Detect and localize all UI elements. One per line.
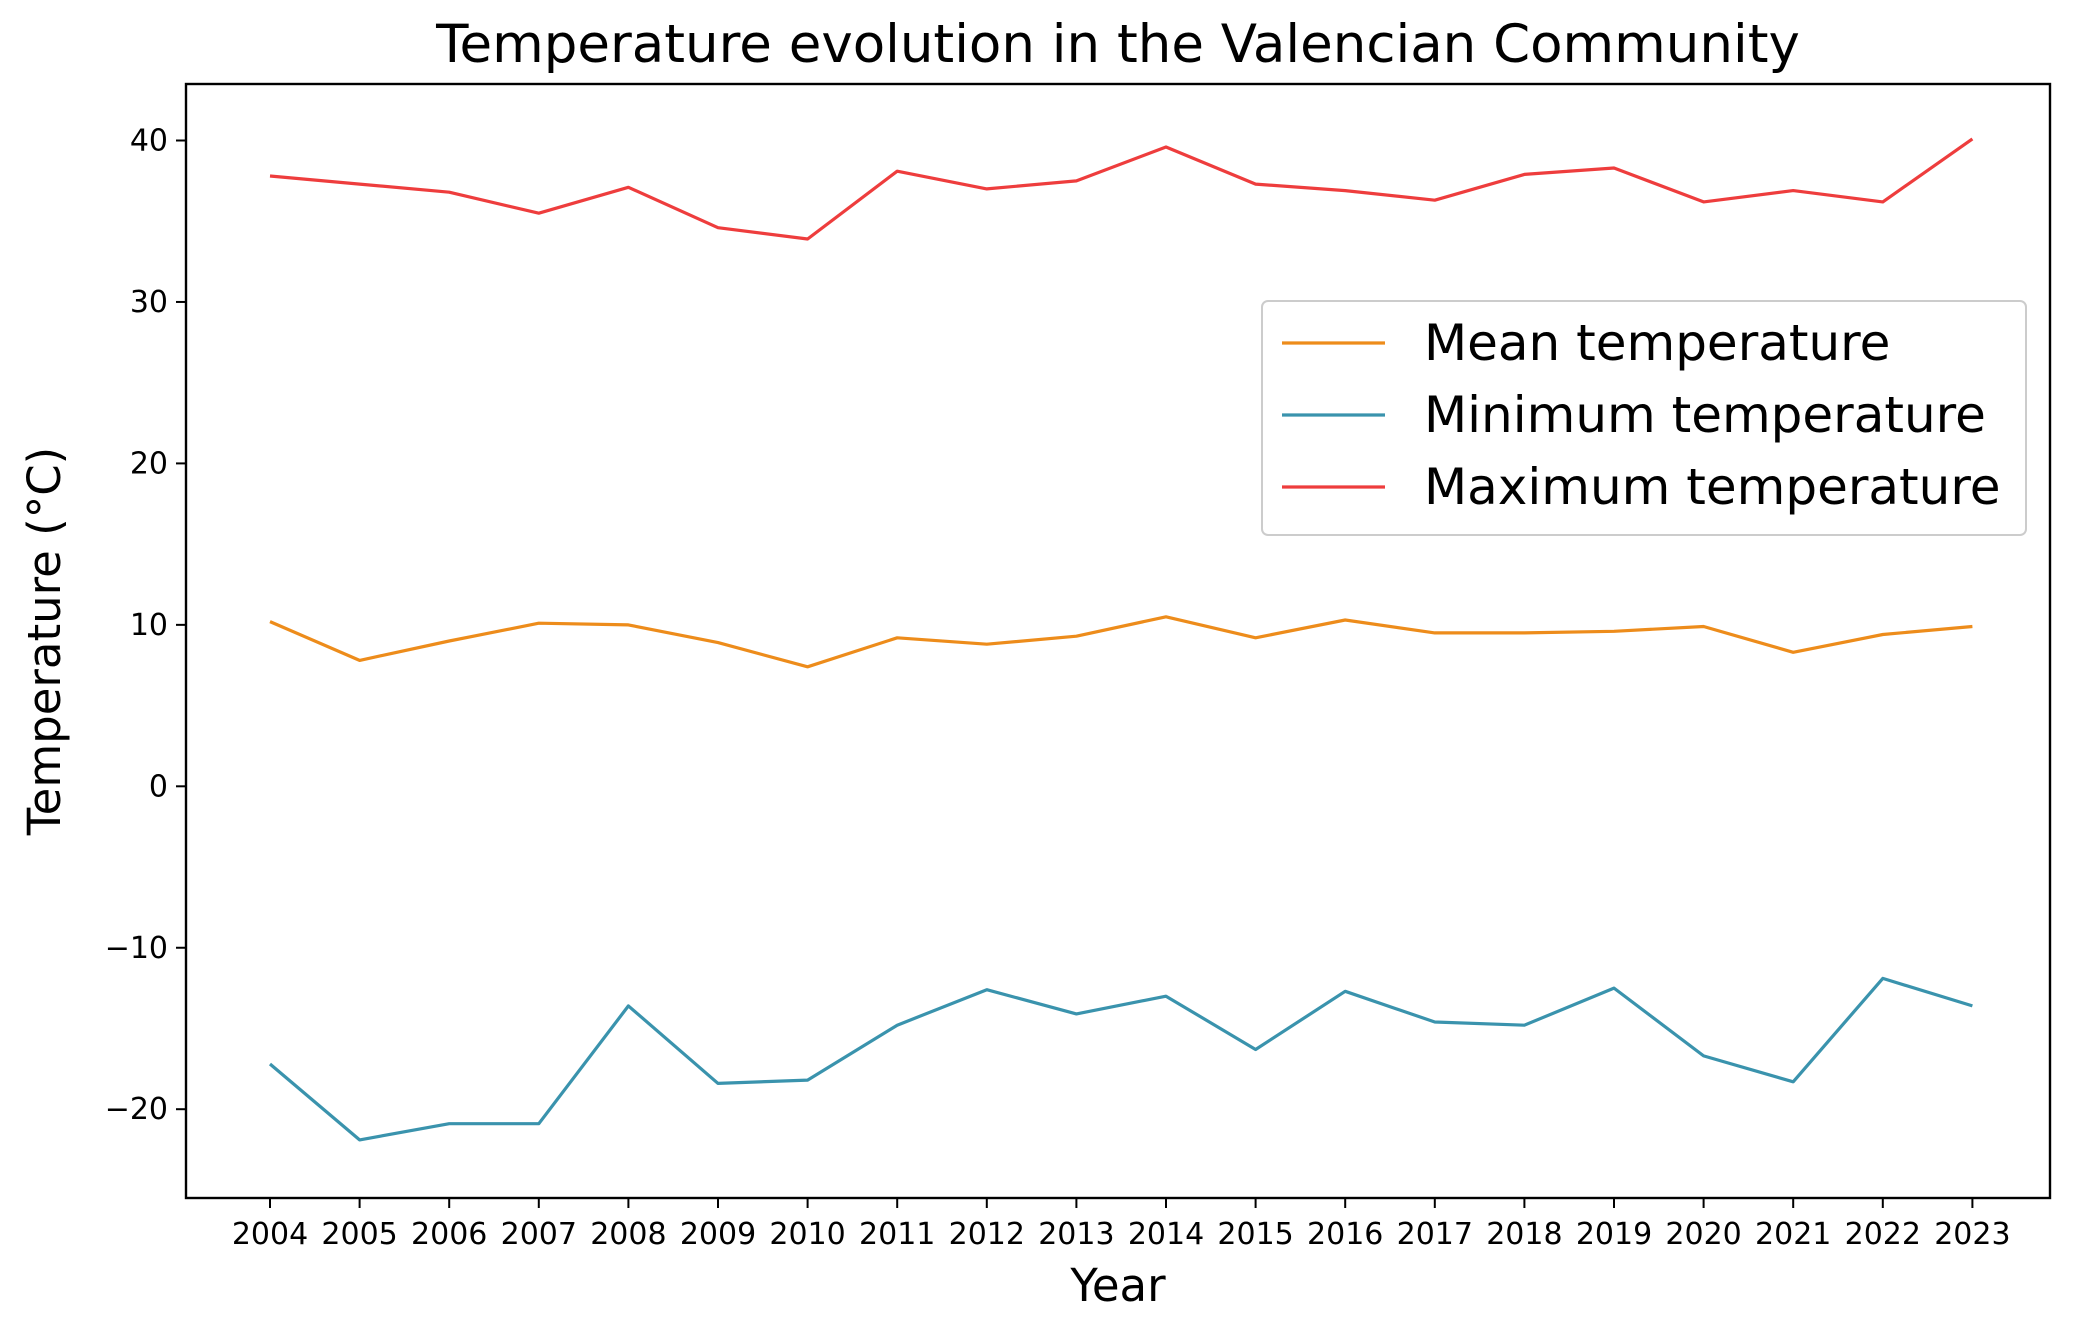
series-lines: [268, 137, 1974, 1142]
x-tick-label: 2013: [1038, 1217, 1114, 1252]
y-axis: −20 −10 0 10 20 30 40: [105, 124, 186, 1127]
x-tick-label: 2009: [680, 1217, 756, 1252]
maximum-temperature-line: [269, 137, 1974, 241]
x-tick-label: 2023: [1934, 1217, 2010, 1252]
x-tick-label: 2022: [1845, 1217, 1921, 1252]
y-axis-label: Temperature (°C): [18, 447, 71, 836]
x-tick-label: 2014: [1128, 1217, 1204, 1252]
legend: Mean temperature Minimum temperature Maxim…: [1261, 300, 2027, 536]
x-axis: 2004 2005 2006 2007 2008 2009 2010 2011 2012 2013…: [232, 1198, 2011, 1252]
minimum-temperature-line: [268, 976, 1973, 1142]
chart-title: Temperature evolution in the Valencian C…: [435, 14, 1800, 75]
x-tick-label: 2005: [321, 1217, 397, 1252]
y-tick-label: 10: [130, 608, 168, 643]
legend-label-maximum-temperature: Maximum temperature: [1424, 458, 2001, 516]
x-tick-label: 2016: [1307, 1217, 1383, 1252]
y-tick-label: 40: [130, 124, 168, 159]
y-tick-label: −20: [105, 1092, 168, 1127]
x-tick-label: 2010: [769, 1217, 845, 1252]
x-tick-label: 2004: [232, 1217, 308, 1252]
y-tick-label: 30: [130, 285, 168, 320]
y-tick-label: −10: [105, 931, 168, 966]
plot-area: [184, 82, 2052, 1200]
legend-label-minimum-temperature: Minimum temperature: [1424, 386, 1986, 444]
x-tick-label: 2018: [1486, 1217, 1562, 1252]
x-tick-label: 2007: [501, 1217, 577, 1252]
y-tick-label: 20: [130, 446, 168, 481]
x-tick-label: 2015: [1217, 1217, 1293, 1252]
x-tick-label: 2021: [1755, 1217, 1831, 1252]
mean-temperature-line: [269, 615, 1973, 669]
x-tick-label: 2019: [1576, 1217, 1652, 1252]
x-axis-label: Year: [1069, 1259, 1166, 1312]
x-tick-label: 2020: [1665, 1217, 1741, 1252]
x-tick-label: 2012: [949, 1217, 1025, 1252]
x-tick-label: 2008: [590, 1217, 666, 1252]
x-tick-label: 2017: [1397, 1217, 1473, 1252]
legend-box: [1261, 300, 2027, 536]
x-tick-label: 2011: [859, 1217, 935, 1252]
legend-label-mean-temperature: Mean temperature: [1424, 314, 1890, 372]
x-tick-label: 2006: [411, 1217, 487, 1252]
y-tick-label: 0: [149, 769, 168, 804]
